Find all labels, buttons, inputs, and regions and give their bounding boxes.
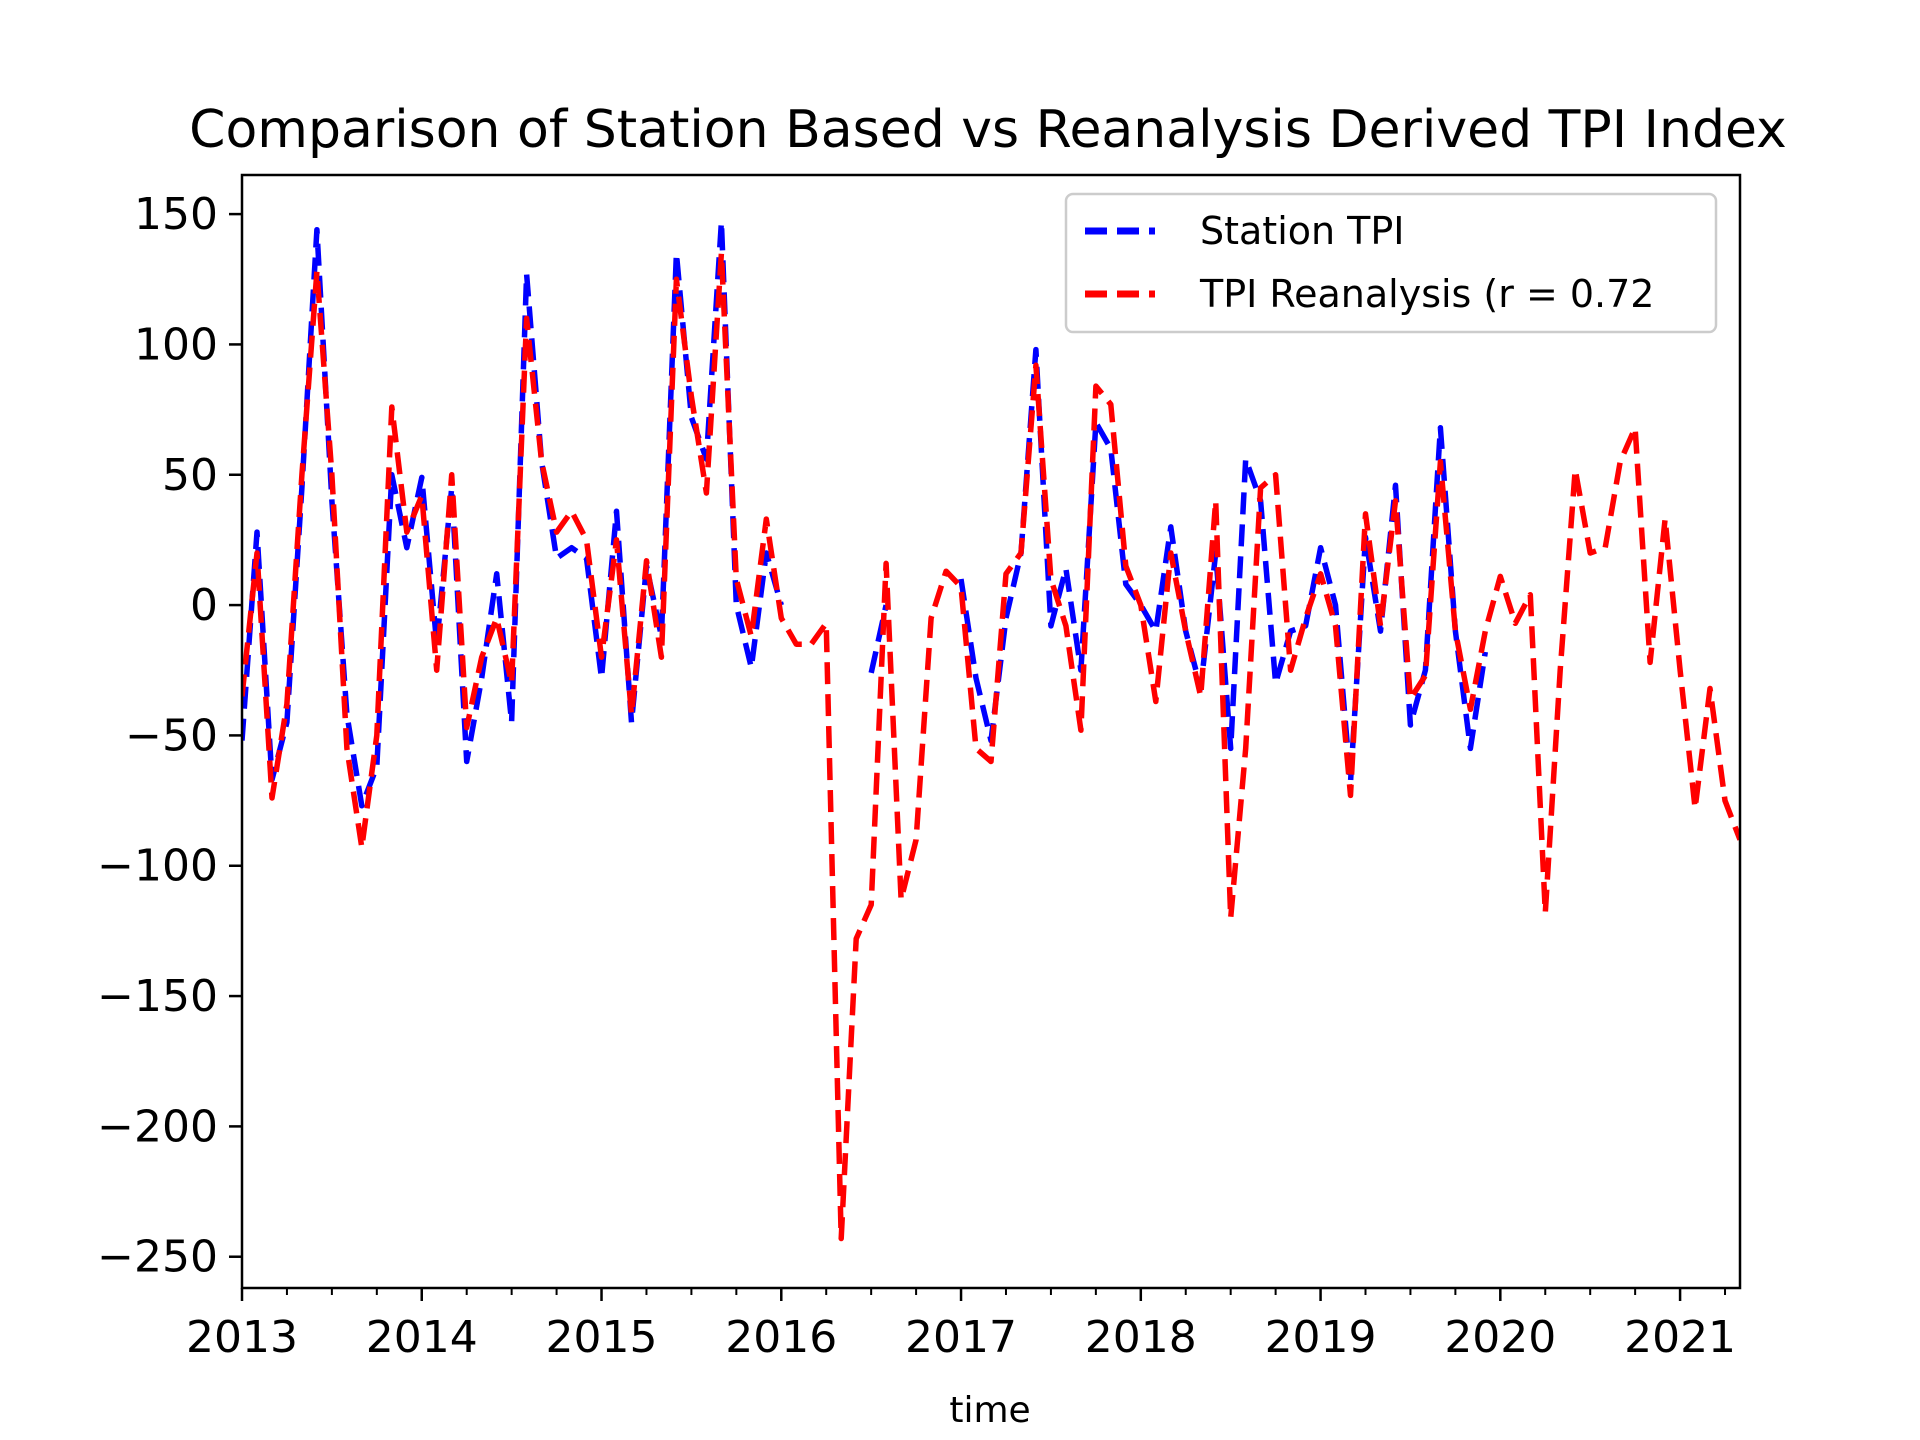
x-axis-label: time — [949, 1390, 1030, 1431]
y-tick-label: 100 — [134, 319, 218, 370]
x-tick-label: 2015 — [546, 1312, 658, 1363]
y-tick-label: 150 — [134, 189, 218, 240]
y-tick-label: −250 — [97, 1232, 218, 1283]
x-axis: 2013 2014 2015 2016 2017 2018 2019 2020 2021 — [186, 1288, 1736, 1363]
x-tick-label: 2019 — [1265, 1312, 1377, 1363]
y-axis: 150 100 50 0 −50 −100 −150 −200 −250 — [97, 189, 242, 1283]
series-layer — [242, 219, 1740, 1242]
x-tick-label: 2017 — [905, 1312, 1017, 1363]
legend-label-reanalysis: TPI Reanalysis (r = 0.72 — [1199, 272, 1654, 316]
plot-frame — [240, 173, 1742, 1290]
chart-title: Comparison of Station Based vs Reanalysi… — [189, 100, 1787, 160]
legend-box — [1064, 192, 1718, 334]
y-tick-label: 0 — [190, 580, 218, 631]
y-tick-label: −100 — [97, 841, 218, 892]
series-line — [242, 219, 784, 809]
y-tick-label: 50 — [162, 450, 218, 501]
series-line — [242, 250, 1740, 1242]
x-tick-label: 2013 — [186, 1312, 298, 1363]
series-line — [868, 604, 889, 674]
x-tick-label: 2021 — [1624, 1312, 1736, 1363]
y-tick-label: −200 — [97, 1101, 218, 1152]
y-tick-label: −150 — [97, 971, 218, 1022]
series-tpi-reanalysis — [242, 250, 1740, 1242]
legend-label-station: Station TPI — [1200, 209, 1405, 253]
x-tick-label: 2020 — [1444, 1312, 1556, 1363]
legend: Station TPI TPI Reanalysis (r = 0.72 — [1064, 192, 1718, 334]
y-tick-label: −50 — [125, 710, 218, 761]
x-tick-label: 2016 — [725, 1312, 837, 1363]
x-tick-label: 2018 — [1085, 1312, 1197, 1363]
x-tick-label: 2014 — [366, 1312, 478, 1363]
